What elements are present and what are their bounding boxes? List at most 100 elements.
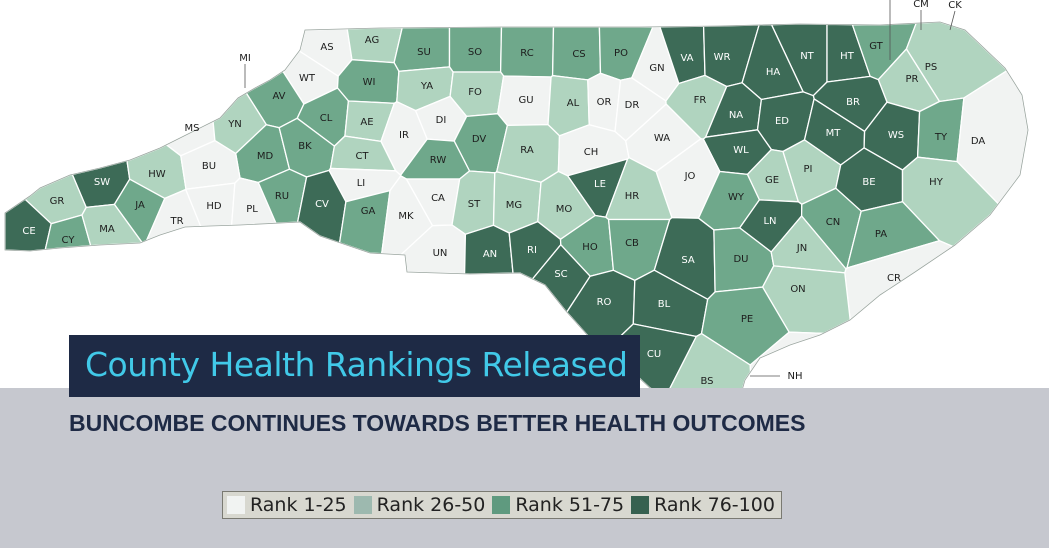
county-label-wi: WI <box>363 77 376 88</box>
county-label-ha: HA <box>766 67 781 78</box>
county-label-gr: GR <box>50 196 65 207</box>
county-label-ma: MA <box>99 224 115 235</box>
legend-item-rank-76-100: Rank 76-100 <box>631 494 775 516</box>
county-label-bk: BK <box>298 141 312 152</box>
county-label-be: BE <box>862 177 875 188</box>
county-label-mi: MI <box>239 53 251 64</box>
county-label-bu: BU <box>202 161 216 172</box>
county-label-ce: CE <box>22 226 35 237</box>
page-title: County Health Rankings Released <box>85 345 628 384</box>
county-label-ge: GE <box>765 175 779 186</box>
title-box: County Health Rankings Released <box>69 335 640 397</box>
county-label-al: AL <box>567 98 580 109</box>
county-label-cn: CN <box>826 217 840 228</box>
county-label-ro: RO <box>597 297 612 308</box>
county-label-md: MD <box>257 151 274 162</box>
county-label-or: OR <box>597 97 612 108</box>
county-label-cb: CB <box>625 238 639 249</box>
county-label-ed: ED <box>775 116 789 127</box>
county-label-ps: PS <box>925 62 937 73</box>
legend-label: Rank 76-100 <box>654 494 775 516</box>
bottom-band <box>0 388 1049 548</box>
county-label-gu: GU <box>518 95 533 106</box>
county-label-va: VA <box>680 53 693 64</box>
county-label-nh: NH <box>788 371 803 382</box>
county-label-tr: TR <box>169 216 183 227</box>
county-label-cr: CR <box>887 273 901 284</box>
county-label-du: DU <box>733 254 748 265</box>
county-label-fr: FR <box>694 95 707 106</box>
county-label-hr: HR <box>625 191 640 202</box>
county-label-hy: HY <box>929 177 944 188</box>
county-label-hw: HW <box>148 169 166 180</box>
leader-lines <box>244 0 956 377</box>
county-label-gn: GN <box>649 63 664 74</box>
county-label-ho: HO <box>582 242 598 253</box>
leader-line-ck <box>949 10 956 31</box>
county-label-st: ST <box>468 199 481 210</box>
county-label-ja: JA <box>134 200 145 211</box>
county-label-pl: PL <box>246 204 258 215</box>
county-label-un: UN <box>433 248 448 259</box>
county-label-ae: AE <box>360 117 373 128</box>
county-label-ty: TY <box>934 132 948 143</box>
county-label-gt: GT <box>869 41 883 52</box>
county-label-on: ON <box>790 284 805 295</box>
legend-item-rank-26-50: Rank 26-50 <box>353 494 486 516</box>
county-label-ri: RI <box>527 245 537 256</box>
county-label-hd: HD <box>206 201 222 212</box>
county-label-li: LI <box>357 178 366 189</box>
county-labels: AS AG SU SO RC CS PO GN VA WR NT HT GT PS PR WT WI YA FO GU… <box>22 0 985 387</box>
legend-swatch <box>492 496 511 514</box>
county-label-wr: WR <box>714 52 731 63</box>
county-label-pr: PR <box>906 74 919 85</box>
county-label-da: DA <box>971 136 986 147</box>
legend-swatch <box>631 496 650 514</box>
legend-swatch <box>227 496 245 514</box>
county-label-as: AS <box>320 42 333 53</box>
county-label-mo: MO <box>556 204 573 215</box>
legend-label: Rank 51-75 <box>515 494 625 516</box>
county-label-wy: WY <box>728 192 745 203</box>
county-label-cs: CS <box>572 49 585 60</box>
county-label-bs: BS <box>700 376 713 387</box>
county-label-mk: MK <box>398 211 414 222</box>
county-label-su: SU <box>417 47 431 58</box>
county-label-ck: CK <box>948 0 962 11</box>
county-label-ch: CH <box>584 147 599 158</box>
county-label-ms: MS <box>185 123 200 134</box>
county-label-cy: CY <box>62 235 76 246</box>
county-label-ga: GA <box>361 206 376 217</box>
county-label-mg: MG <box>506 200 522 211</box>
legend-swatch <box>353 496 372 514</box>
county-label-cv: CV <box>315 199 329 210</box>
map-legend: Rank 1-25 Rank 26-50 Rank 51-75 Rank 76-… <box>222 491 782 519</box>
county-label-di: DI <box>436 115 447 126</box>
county-label-ln: LN <box>763 216 776 227</box>
county-label-pa: PA <box>875 229 887 240</box>
county-label-cm: CM <box>913 0 929 10</box>
county-label-sa: SA <box>681 255 695 266</box>
county-label-yn: YN <box>227 119 242 130</box>
county-label-mt: MT <box>826 128 842 139</box>
county-label-sc: SC <box>554 269 567 280</box>
county-label-ws: WS <box>888 130 904 141</box>
state-outline <box>4 21 1029 411</box>
county-label-so: SO <box>468 47 482 58</box>
legend-label: Rank 26-50 <box>376 494 486 516</box>
county-label-cu: CU <box>647 349 661 360</box>
county-label-sw: SW <box>94 177 110 188</box>
legend-item-rank-1-25: Rank 1-25 <box>227 494 347 516</box>
county-label-le: LE <box>594 179 606 190</box>
county-label-na: NA <box>729 110 743 121</box>
county-label-jo: JO <box>684 171 696 182</box>
county-label-fo: FO <box>468 87 482 98</box>
county-label-po: PO <box>614 48 628 59</box>
county-label-ru: RU <box>275 191 289 202</box>
county-label-ca: CA <box>431 193 445 204</box>
county-label-bl: BL <box>658 299 671 310</box>
legend-item-rank-51-75: Rank 51-75 <box>492 494 624 516</box>
county-label-br: BR <box>846 97 860 108</box>
county-label-wa: WA <box>654 133 670 144</box>
nc-county-map: AS AG SU SO RC CS PO GN VA WR NT HT GT PS PR WT WI YA FO GU… <box>4 0 1029 411</box>
